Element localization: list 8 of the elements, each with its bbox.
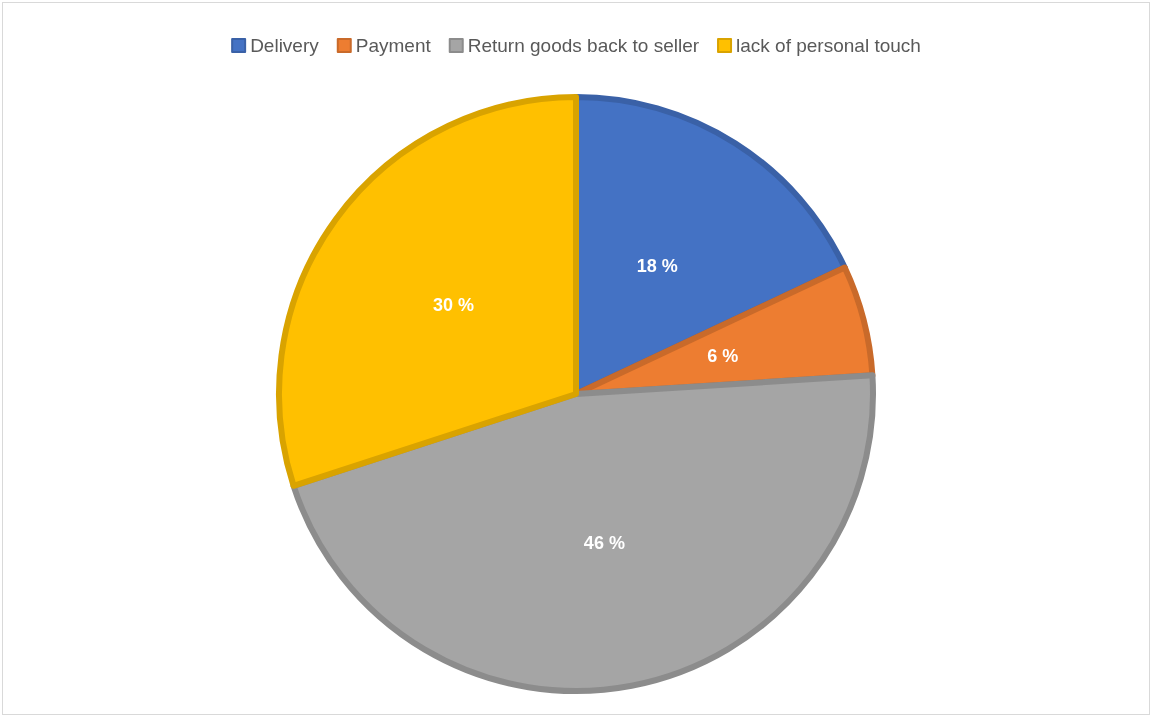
data-label: 18 %	[636, 256, 678, 277]
data-label: 6 %	[707, 346, 739, 367]
legend-label: Return goods back to seller	[467, 35, 700, 56]
legend-label: Payment	[355, 35, 432, 56]
legend-label: lack of personal touch	[736, 35, 921, 56]
data-label: 46 %	[583, 532, 625, 553]
legend-label: Delivery	[250, 35, 320, 56]
data-label: 30 %	[432, 294, 474, 315]
